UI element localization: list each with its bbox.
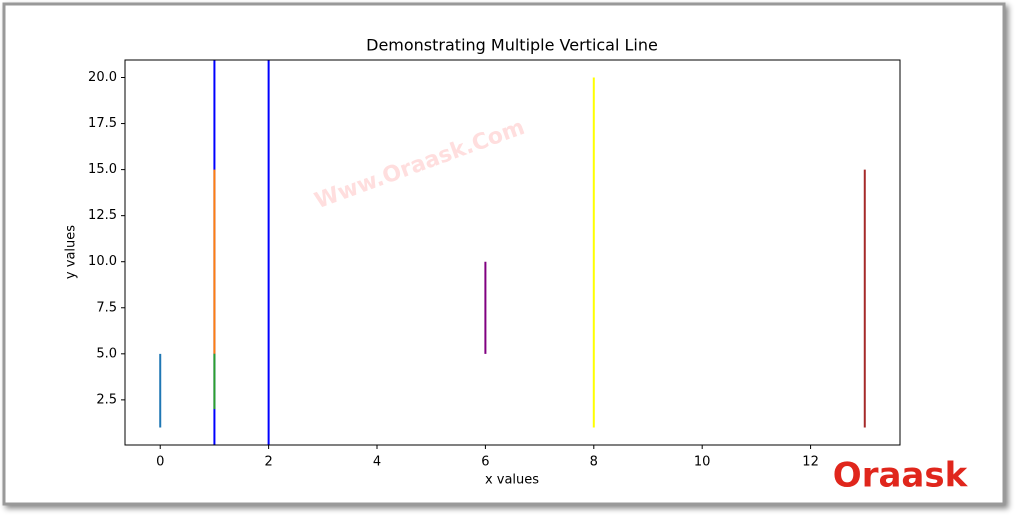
y-tick-label: 12.5 <box>88 208 117 223</box>
y-tick-label: 17.5 <box>88 116 117 131</box>
y-tick-label: 7.5 <box>96 300 117 315</box>
plot-frame <box>124 59 901 446</box>
x-tick-label: 6 <box>481 455 489 470</box>
y-tick-label: 20.0 <box>88 70 117 85</box>
y-axis-label: y values <box>64 225 79 279</box>
frame <box>2 2 1006 506</box>
x-tick-label: 8 <box>590 455 598 470</box>
x-axis-label: x values <box>485 473 539 488</box>
x-tick-label: 10 <box>694 455 711 470</box>
chart-title: Demonstrating Multiple Vertical Line <box>366 36 658 55</box>
x-tick-label: 4 <box>373 455 381 470</box>
y-tick-label: 2.5 <box>96 392 117 407</box>
logo: Oraask <box>833 456 969 496</box>
x-tick-label: 2 <box>264 455 272 470</box>
x-tick-label: 12 <box>802 455 819 470</box>
x-tick-label: 0 <box>156 455 164 470</box>
y-tick-label: 5.0 <box>96 346 117 361</box>
y-tick-label: 15.0 <box>88 162 117 177</box>
y-tick-label: 10.0 <box>88 254 117 269</box>
